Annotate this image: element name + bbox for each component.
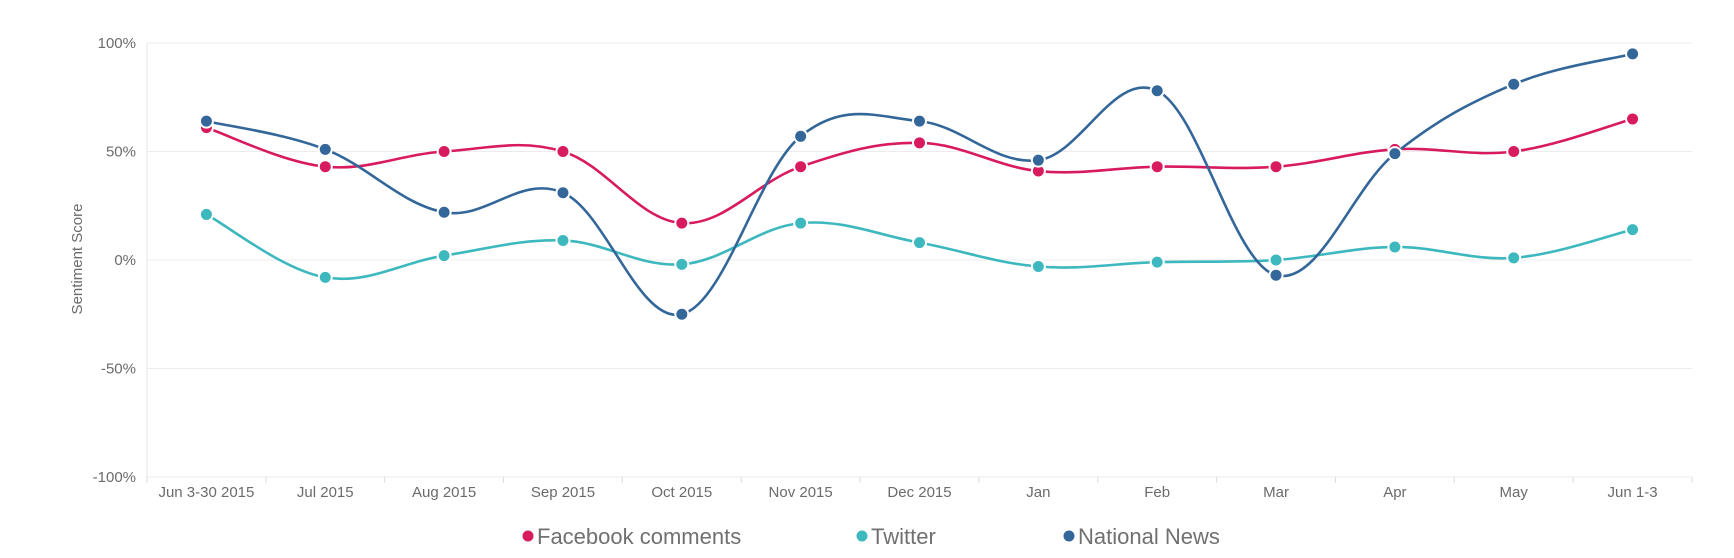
y-tick-label: -100%	[93, 469, 136, 486]
data-point[interactable]	[1268, 252, 1284, 268]
legend-item[interactable]: Facebook comments	[522, 524, 742, 549]
y-tick-label: -50%	[101, 361, 136, 378]
y-tick-label: 50%	[106, 144, 136, 161]
legend-marker	[1063, 530, 1075, 542]
x-tick-label: Mar	[1263, 484, 1289, 501]
data-point[interactable]	[674, 306, 690, 322]
x-tick-label: Dec 2015	[887, 484, 951, 501]
x-tick-label: Feb	[1144, 484, 1170, 501]
series-group	[198, 46, 1641, 322]
data-point[interactable]	[317, 141, 333, 157]
data-point[interactable]	[674, 215, 690, 231]
axis-layer: 100% 50% 0% -50% -100% Jun 3-30 2015 Jul 2015 A…	[93, 35, 1693, 501]
data-point[interactable]	[793, 128, 809, 144]
x-tick-label: Jun 1-3	[1608, 484, 1658, 501]
data-point[interactable]	[1149, 254, 1165, 270]
x-tick-label: Oct 2015	[651, 484, 712, 501]
x-tick-label: Jan	[1026, 484, 1050, 501]
x-tick-label: Nov 2015	[769, 484, 833, 501]
data-point[interactable]	[1506, 76, 1522, 92]
data-point[interactable]	[1625, 46, 1641, 62]
x-tick-label: Sep 2015	[531, 484, 595, 501]
data-point[interactable]	[1506, 144, 1522, 159]
series-group	[198, 111, 1641, 231]
data-point[interactable]	[674, 256, 690, 272]
grid-layer	[147, 42, 1692, 478]
data-point[interactable]	[317, 159, 333, 175]
legend-label: National News	[1078, 524, 1220, 549]
legend-marker	[856, 530, 868, 542]
data-point[interactable]	[1387, 146, 1403, 162]
data-point[interactable]	[1268, 267, 1284, 283]
data-point[interactable]	[1625, 222, 1641, 238]
data-point[interactable]	[1625, 111, 1641, 127]
data-point[interactable]	[436, 144, 452, 159]
data-point[interactable]	[793, 159, 809, 175]
data-point[interactable]	[1149, 83, 1165, 99]
x-tick-label: May	[1500, 484, 1529, 501]
data-point[interactable]	[912, 235, 927, 251]
legend-item[interactable]: National News	[1063, 524, 1220, 549]
legend-label: Facebook comments	[537, 524, 741, 549]
data-point[interactable]	[436, 204, 452, 220]
data-point[interactable]	[912, 135, 927, 151]
data-point[interactable]	[555, 185, 571, 201]
x-tick-label: Aug 2015	[412, 484, 476, 501]
data-point[interactable]	[793, 215, 809, 231]
data-point[interactable]	[317, 269, 333, 285]
data-point[interactable]	[912, 113, 927, 129]
series-line	[206, 52, 1633, 316]
series-layer	[198, 46, 1641, 322]
y-tick-label: 0%	[114, 252, 136, 269]
legend-item[interactable]: Twitter	[856, 524, 936, 549]
series-group	[198, 206, 1641, 285]
data-point[interactable]	[1030, 259, 1046, 275]
data-point[interactable]	[555, 144, 571, 159]
data-point[interactable]	[1030, 152, 1046, 168]
y-tick-label: 100%	[98, 35, 136, 52]
legend-label: Twitter	[871, 524, 936, 549]
data-point[interactable]	[198, 206, 214, 222]
data-point[interactable]	[555, 232, 571, 248]
data-point[interactable]	[198, 113, 214, 129]
x-tick-label: Jun 3-30 2015	[158, 484, 254, 501]
y-axis-title: Sentiment Score	[69, 204, 86, 315]
data-point[interactable]	[436, 248, 452, 264]
legend-marker	[522, 530, 534, 542]
data-point[interactable]	[1268, 159, 1284, 175]
x-tick-label: Apr	[1383, 484, 1406, 501]
data-point[interactable]	[1149, 159, 1165, 175]
x-tick-label: Jul 2015	[297, 484, 354, 501]
data-point[interactable]	[1387, 239, 1403, 255]
legend: Facebook comments Twitter National News	[522, 524, 1220, 549]
data-point[interactable]	[1506, 250, 1522, 266]
